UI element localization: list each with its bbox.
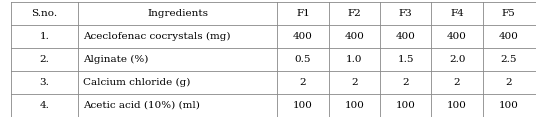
Text: F4: F4 <box>450 9 464 18</box>
Text: F1: F1 <box>296 9 310 18</box>
Text: 2.0: 2.0 <box>449 55 465 64</box>
Text: F2: F2 <box>347 9 362 18</box>
Text: 3.: 3. <box>39 78 49 87</box>
Text: 100: 100 <box>345 101 364 110</box>
Text: F5: F5 <box>502 9 515 18</box>
Text: 100: 100 <box>293 101 313 110</box>
Text: 2.: 2. <box>39 55 49 64</box>
Text: 2: 2 <box>403 78 409 87</box>
Text: 4.: 4. <box>39 101 49 110</box>
Text: 400: 400 <box>447 32 467 41</box>
Text: 100: 100 <box>498 101 519 110</box>
Text: 2: 2 <box>454 78 461 87</box>
Text: 100: 100 <box>447 101 467 110</box>
Text: 100: 100 <box>396 101 416 110</box>
Text: 2: 2 <box>505 78 512 87</box>
Text: 1.0: 1.0 <box>346 55 363 64</box>
Text: 400: 400 <box>498 32 519 41</box>
Text: Acetic acid (10%) (ml): Acetic acid (10%) (ml) <box>83 101 200 110</box>
Text: 1.: 1. <box>39 32 49 41</box>
Text: 400: 400 <box>345 32 364 41</box>
Text: Calcium chloride (g): Calcium chloride (g) <box>83 78 190 87</box>
Text: 2: 2 <box>300 78 306 87</box>
Text: 400: 400 <box>293 32 313 41</box>
Text: 1.5: 1.5 <box>398 55 414 64</box>
Text: Ingredients: Ingredients <box>147 9 208 18</box>
Text: S.no.: S.no. <box>31 9 57 18</box>
Text: F3: F3 <box>399 9 412 18</box>
Text: 400: 400 <box>396 32 416 41</box>
Text: Aceclofenac cocrystals (mg): Aceclofenac cocrystals (mg) <box>83 32 230 41</box>
Text: 2.5: 2.5 <box>500 55 517 64</box>
Text: Alginate (%): Alginate (%) <box>83 55 148 64</box>
Text: 2: 2 <box>351 78 358 87</box>
Text: 0.5: 0.5 <box>295 55 311 64</box>
